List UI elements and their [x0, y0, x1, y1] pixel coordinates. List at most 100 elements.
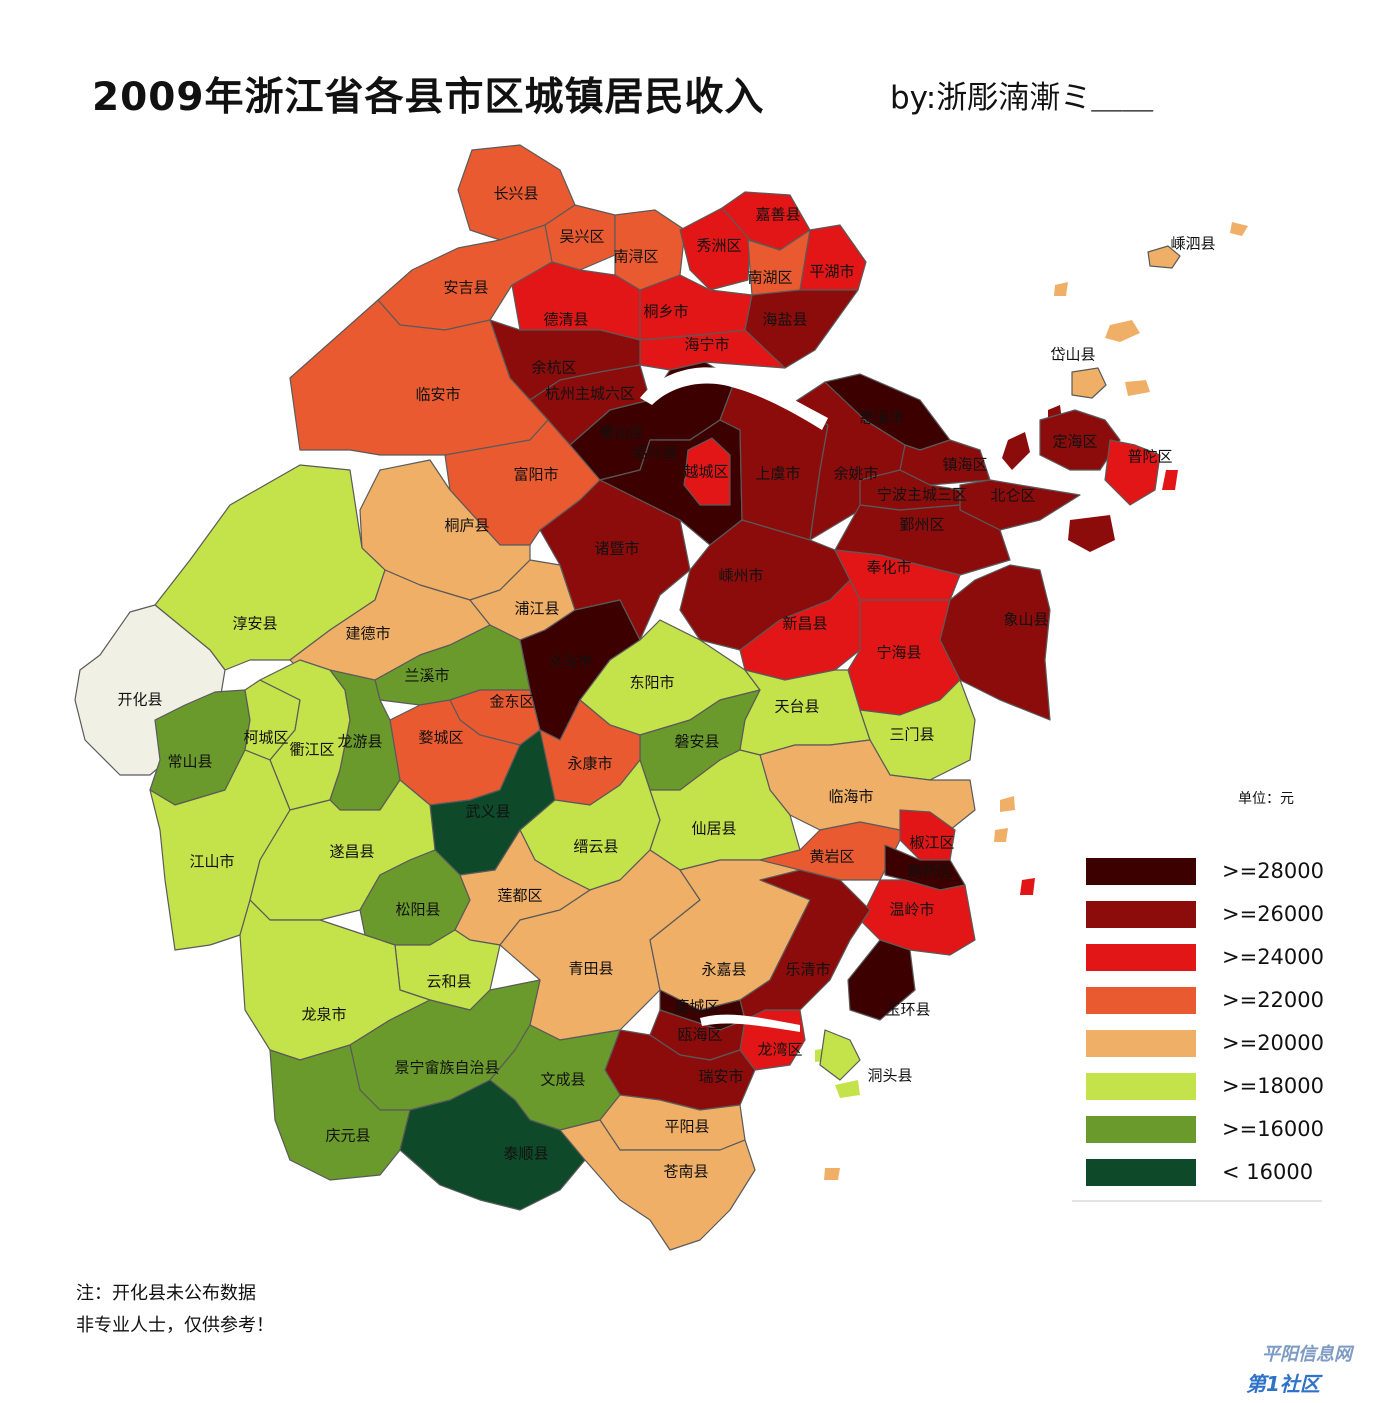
region-label: 临海市 — [828, 788, 873, 806]
region-label: 遂昌县 — [329, 843, 374, 861]
region-label: 绍兴县 — [632, 444, 677, 462]
region-label: 路桥区 — [907, 863, 952, 881]
note-line: 非专业人士，仅供参考！ — [76, 1315, 274, 1336]
region-label: 诸暨市 — [594, 540, 639, 558]
legend-swatch — [1086, 858, 1196, 885]
region-label: 柯城区 — [243, 729, 288, 747]
region-label: 松阳县 — [395, 901, 440, 919]
region-label: 庆元县 — [325, 1127, 370, 1145]
region-label: 龙泉市 — [301, 1006, 346, 1024]
island-shape — [1000, 796, 1015, 812]
region-label: 建德市 — [345, 625, 390, 643]
region-label: 金东区 — [489, 693, 534, 711]
region-label: 兰溪市 — [404, 667, 449, 685]
island-shape — [1002, 432, 1030, 470]
region-label: 瑞安市 — [698, 1068, 743, 1086]
island-shape — [835, 1080, 860, 1098]
region-shapes — [74, 144, 1248, 1251]
region-温岭市 — [859, 879, 976, 956]
legend-label: >=20000 — [1222, 1031, 1324, 1055]
map-title: 2009年浙江省各县市区城镇居民收入 — [92, 75, 765, 120]
region-玉环县 — [847, 939, 916, 1021]
region-label: 桐庐县 — [444, 517, 489, 535]
region-label: 北仑区 — [990, 487, 1035, 505]
region-label: 泰顺县 — [503, 1145, 548, 1163]
region-label: 余姚市 — [833, 465, 878, 483]
legend-item: < 16000 — [1086, 1159, 1326, 1187]
legend-swatch — [1086, 1073, 1196, 1100]
region-label: 安吉县 — [443, 279, 488, 297]
region-苍南县 — [559, 1119, 756, 1251]
region-label: 黄岩区 — [809, 848, 854, 866]
region-label: 淳安县 — [232, 615, 277, 633]
legend-item: >=22000 — [1086, 987, 1326, 1015]
region-label: 桐乡市 — [643, 303, 688, 321]
author-credit: by:浙彫湳漸ミ＿＿ — [890, 80, 1154, 116]
region-诸暨市 — [539, 479, 691, 641]
region-label: 富阳市 — [513, 466, 558, 484]
region-label: 鄞州区 — [899, 516, 944, 534]
island-shape — [1068, 515, 1115, 552]
region-label: 开化县 — [117, 691, 162, 709]
region-label: 温岭市 — [889, 901, 934, 919]
region-label: 青田县 — [568, 960, 613, 978]
region-label: 嵊州市 — [718, 567, 763, 585]
legend-swatch — [1086, 1116, 1196, 1143]
region-label: 南湖区 — [747, 269, 792, 287]
island-shape — [1162, 470, 1178, 490]
unit-label: 单位：元 — [1238, 791, 1294, 807]
region-临安市 — [289, 299, 549, 456]
region-label: 岱山县 — [1050, 346, 1095, 364]
map-notes: 注：开化县未公布数据 非专业人士，仅供参考！ — [76, 1278, 274, 1342]
region-label: 江山市 — [189, 853, 234, 871]
region-label: 长兴县 — [493, 185, 538, 203]
island-shape — [1020, 878, 1035, 895]
region-label: 鹿城区 — [674, 998, 719, 1016]
island-shape — [824, 1168, 840, 1180]
region-label: 平湖市 — [809, 263, 854, 281]
region-label: 浦江县 — [514, 600, 559, 618]
legend-label: >=18000 — [1222, 1074, 1324, 1098]
legend-swatch — [1086, 901, 1196, 928]
region-label: 宁波主城三区 — [877, 486, 967, 504]
region-label: 天台县 — [774, 698, 819, 716]
region-label: 永康市 — [567, 755, 612, 773]
region-label: 洞头县 — [867, 1067, 912, 1085]
region-label: 永嘉县 — [701, 961, 746, 979]
region-label: 龙湾区 — [757, 1041, 802, 1059]
legend-swatch — [1086, 1159, 1196, 1186]
hangzhou-bay-water — [640, 367, 828, 430]
region-label: 武义县 — [465, 803, 510, 821]
island-shape — [1105, 320, 1140, 342]
legend-item: >=28000 — [1086, 858, 1326, 886]
note-line: 注：开化县未公布数据 — [76, 1283, 256, 1304]
watermark-community: 第1社区 — [1246, 1372, 1320, 1396]
region-label: 奉化市 — [866, 559, 911, 577]
region-label: 越城区 — [683, 463, 728, 481]
region-临海市 — [759, 739, 976, 831]
legend-swatch — [1086, 1030, 1196, 1057]
region-嵊泗县 — [1147, 245, 1181, 269]
region-label: 东阳市 — [629, 674, 674, 692]
region-label: 乐清市 — [785, 961, 830, 979]
legend-item: >=20000 — [1086, 1030, 1326, 1058]
region-label: 三门县 — [889, 726, 934, 744]
region-label: 椒江区 — [909, 834, 954, 852]
region-label: 新昌县 — [782, 615, 827, 633]
region-label: 海盐县 — [762, 311, 807, 329]
region-label: 象山县 — [1003, 611, 1048, 629]
legend-item: >=16000 — [1086, 1116, 1326, 1144]
legend-item: >=24000 — [1086, 944, 1326, 972]
region-label: 秀洲区 — [696, 237, 741, 255]
legend-label: >=22000 — [1222, 988, 1324, 1012]
region-label: 慈溪市 — [859, 409, 904, 427]
region-label: 嘉善县 — [755, 206, 800, 224]
region-label: 南浔区 — [613, 248, 658, 266]
region-海宁市 — [639, 329, 786, 371]
region-label: 龙游县 — [337, 733, 382, 751]
island-shape — [1230, 222, 1248, 236]
region-label: 婺城区 — [418, 729, 463, 747]
region-label: 嵊泗县 — [1170, 235, 1215, 253]
